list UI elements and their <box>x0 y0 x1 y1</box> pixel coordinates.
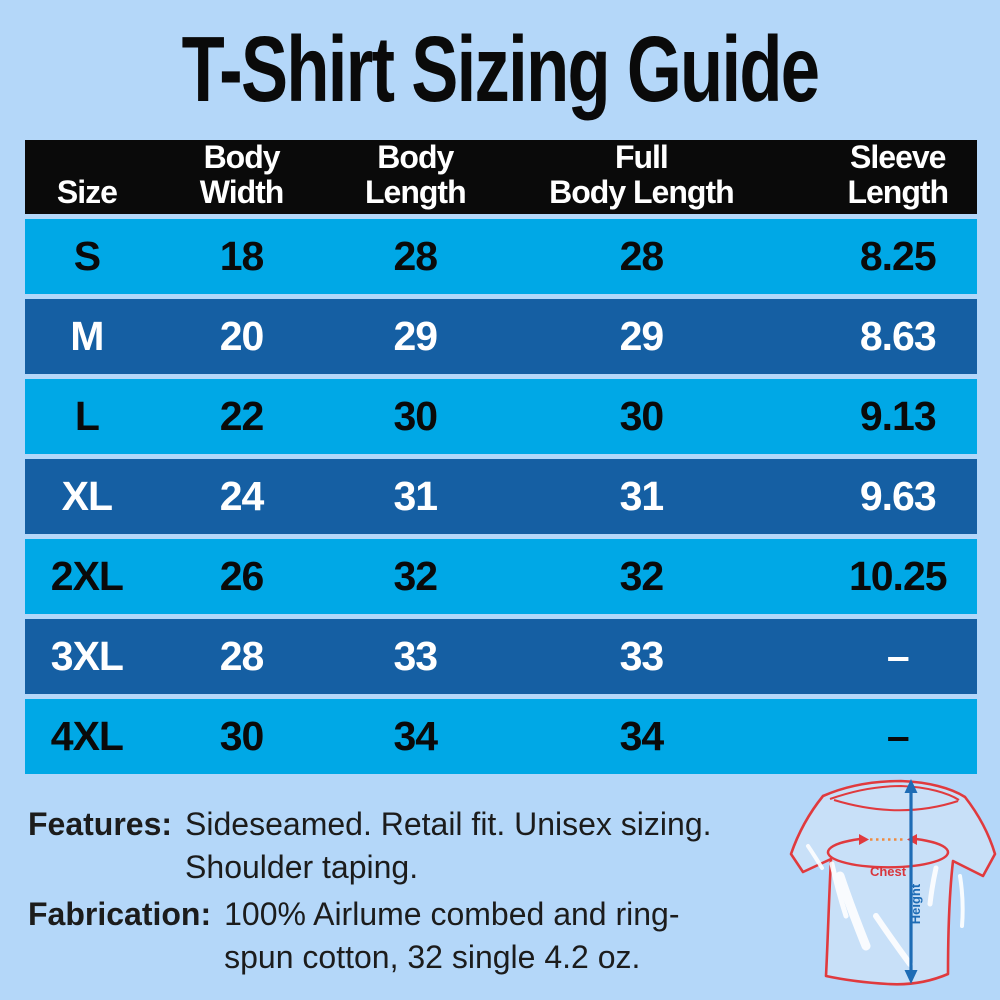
chest-arrow-left <box>859 834 869 845</box>
size-cell: S <box>73 233 101 279</box>
full-body-length-cell: 28 <box>619 233 665 279</box>
sleeve-length-cell: – <box>886 633 910 679</box>
features-label: Features: <box>28 806 173 842</box>
table-row-3xl: 3XL 28 33 33 – <box>25 619 977 694</box>
tshirt-outline <box>789 779 997 986</box>
column-header-line: Sleeve <box>850 139 946 175</box>
body-width-cell: 18 <box>219 233 265 279</box>
body-length-cell: 32 <box>393 553 438 599</box>
collar-line <box>829 784 960 801</box>
body-length-cell: 34 <box>393 713 438 759</box>
size-cell: XL <box>61 473 113 519</box>
fabrication-note: Fabrication: 100% Airlume combed and rin… <box>28 893 712 979</box>
height-arrow-head-bottom <box>904 970 918 984</box>
table-row-s: S 18 28 28 8.25 <box>25 219 977 294</box>
body-length-cell: 30 <box>393 393 438 439</box>
table-row-xl: XL 24 31 31 9.63 <box>25 459 977 534</box>
features-text: Sideseamed. Retail fit. Unisex sizing. S… <box>185 803 711 889</box>
collar-front-line <box>833 799 959 812</box>
size-cell: L <box>74 393 100 439</box>
notes-section: Features: Sideseamed. Retail fit. Unisex… <box>28 803 712 979</box>
column-header-line: Length <box>847 174 949 210</box>
body-width-cell: 28 <box>219 633 265 679</box>
sleeve-length-cell: 8.63 <box>859 313 937 359</box>
sleeve-length-cell: 9.63 <box>859 473 937 519</box>
body-width-cell: 26 <box>219 553 265 599</box>
body-width-cell: 30 <box>219 713 265 759</box>
body-width-cell: 22 <box>219 393 265 439</box>
body-length-cell: 31 <box>393 473 438 519</box>
fabrication-line1: 100% Airlume combed and ring- <box>224 896 680 932</box>
height-label: Height <box>908 883 923 924</box>
size-cell: 2XL <box>50 553 124 599</box>
size-cell: M <box>70 313 104 359</box>
column-header-sleeve-length: Sleeve Length <box>787 140 977 210</box>
table-row-2xl: 2XL 26 32 32 10.25 <box>25 539 977 614</box>
body-width-cell: 24 <box>219 473 265 519</box>
fabrication-text: 100% Airlume combed and ring- spun cotto… <box>224 893 679 979</box>
tshirt-measurement-diagram: Chest Height <box>789 779 997 986</box>
table-row-m: M 20 29 29 8.63 <box>25 299 977 374</box>
features-line1: Sideseamed. Retail fit. Unisex sizing. <box>185 806 712 842</box>
table-header-row: Size Body Width Body Length Full Body Le… <box>25 140 977 214</box>
body-length-cell: 33 <box>393 633 438 679</box>
full-body-length-cell: 34 <box>619 713 665 759</box>
full-body-length-cell: 29 <box>619 313 665 359</box>
size-cell: 4XL <box>50 713 124 759</box>
chest-ellipse <box>826 837 950 869</box>
features-line2: Shoulder taping. <box>185 849 419 885</box>
chest-label: Chest <box>870 864 907 879</box>
full-body-length-cell: 32 <box>619 553 665 599</box>
size-cell: 3XL <box>50 633 124 679</box>
fabrication-label: Fabrication: <box>28 896 212 932</box>
column-header-line: Length <box>364 174 467 210</box>
column-header-full-body-length: Full Body Length <box>496 140 786 210</box>
page-title: T-Shirt Sizing Guide <box>181 16 820 121</box>
column-header-body-width: Body Width <box>149 140 335 210</box>
column-header-line: Full <box>614 139 669 175</box>
column-header-size: Size <box>25 175 149 210</box>
column-header-line: Body Length <box>549 174 735 210</box>
title-bar: T-Shirt Sizing Guide <box>0 0 1000 138</box>
full-body-length-cell: 31 <box>619 473 665 519</box>
features-note: Features: Sideseamed. Retail fit. Unisex… <box>28 803 712 889</box>
column-header-line: Width <box>199 174 285 210</box>
full-body-length-cell: 30 <box>619 393 665 439</box>
fabrication-line2: spun cotton, 32 single 4.2 oz. <box>224 939 641 975</box>
sleeve-length-cell: 8.25 <box>859 233 937 279</box>
height-arrow-head-top <box>904 779 918 793</box>
sizing-table: Size Body Width Body Length Full Body Le… <box>25 140 977 774</box>
sleeve-length-cell: – <box>886 713 910 759</box>
table-row-l: L 22 30 30 9.13 <box>25 379 977 454</box>
full-body-length-cell: 33 <box>619 633 665 679</box>
column-header-line: Size <box>56 174 118 210</box>
column-header-line: Body <box>203 139 281 175</box>
sleeve-length-cell: 9.13 <box>859 393 937 439</box>
table-body: S 18 28 28 8.25 M 20 29 29 8.63 L 22 30 … <box>25 219 977 774</box>
column-header-body-length: Body Length <box>334 140 496 210</box>
body-length-cell: 29 <box>393 313 438 359</box>
body-length-cell: 28 <box>393 233 438 279</box>
table-row-4xl: 4XL 30 34 34 – <box>25 699 977 774</box>
column-header-line: Body <box>377 139 454 175</box>
body-width-cell: 20 <box>219 313 265 359</box>
fabric-highlights <box>806 844 965 967</box>
sleeve-length-cell: 10.25 <box>848 553 948 599</box>
